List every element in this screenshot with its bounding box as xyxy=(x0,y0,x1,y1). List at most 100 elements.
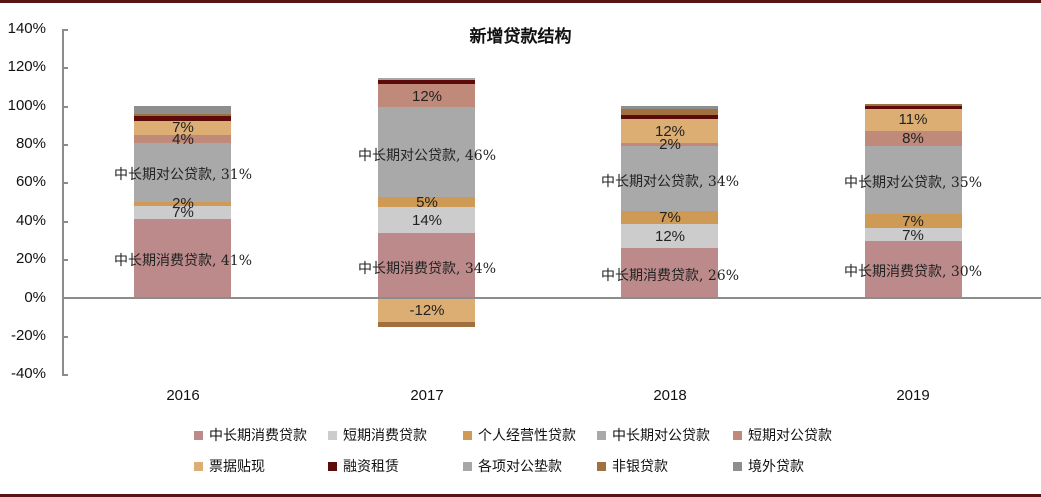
data-label: 中长期消费贷款, 41% xyxy=(113,253,253,269)
bar-segment-short-corporate xyxy=(134,135,231,143)
bar-segment-short-consumer xyxy=(865,228,962,241)
legend-label: 短期对公贷款 xyxy=(748,428,832,444)
legend-swatch xyxy=(194,430,203,440)
y-axis xyxy=(62,29,64,376)
bar-segment-mid-long-consumer xyxy=(378,233,475,298)
legend-swatch xyxy=(597,461,606,471)
data-label: 7% xyxy=(902,227,924,244)
top-border xyxy=(0,0,1041,3)
data-label: 7% xyxy=(172,119,194,136)
data-label: 11% xyxy=(898,111,928,128)
data-label: 12% xyxy=(654,228,686,245)
bar-segment-bill-discount xyxy=(865,109,962,131)
y-tick xyxy=(62,29,68,31)
y-tick-label: 20% xyxy=(15,250,46,267)
legend-label: 中长期消费贷款 xyxy=(209,428,307,444)
data-label: 8% xyxy=(902,130,924,147)
x-tick-label: 2017 xyxy=(410,387,444,404)
data-label: 2% xyxy=(659,136,681,153)
y-tick-label: 140% xyxy=(7,20,46,37)
bar-segment-overseas xyxy=(134,106,231,114)
data-label: 7% xyxy=(659,209,681,226)
legend-label: 中长期对公贷款 xyxy=(612,428,710,444)
y-tick-label: 80% xyxy=(15,135,46,152)
zero-baseline xyxy=(62,297,1041,299)
y-tick xyxy=(62,144,68,146)
data-label: 7% xyxy=(902,213,924,230)
data-label: 5% xyxy=(416,194,438,211)
legend-item: 中长期消费贷款 xyxy=(194,425,307,445)
legend-label: 各项对公垫款 xyxy=(478,459,562,475)
y-tick-label: 100% xyxy=(7,97,46,114)
legend-item: 个人经营性贷款 xyxy=(463,425,576,445)
bar-segment-short-corporate xyxy=(621,143,718,146)
bar-segment-short-consumer xyxy=(621,224,718,248)
legend-swatch xyxy=(463,430,472,440)
data-label: 中长期对公贷款, 31% xyxy=(113,167,253,183)
bar-segment-personal-business xyxy=(134,202,231,206)
data-label: -12% xyxy=(409,302,445,319)
data-label: 中长期对公贷款, 46% xyxy=(357,148,497,164)
y-tick-label: 60% xyxy=(15,173,46,190)
y-tick xyxy=(62,106,68,108)
y-tick xyxy=(62,259,68,261)
bar-segment-financial-leasing xyxy=(378,80,475,84)
data-label: 12% xyxy=(654,123,686,140)
bar-segment-short-corporate xyxy=(865,131,962,146)
legend-item: 中长期对公贷款 xyxy=(597,425,710,445)
data-label: 中长期消费贷款, 34% xyxy=(357,261,497,277)
bar-segment-mid-long-corporate xyxy=(378,107,475,197)
y-tick xyxy=(62,67,68,69)
legend-label: 个人经营性贷款 xyxy=(478,428,576,444)
legend-swatch xyxy=(328,430,337,440)
bottom-border xyxy=(0,494,1041,497)
legend-swatch xyxy=(597,430,606,440)
bar-segment-financial-leasing xyxy=(865,106,962,109)
bar-segment-nonbank xyxy=(134,114,231,116)
x-tick-label: 2018 xyxy=(653,387,687,404)
bar-segment-personal-business xyxy=(621,211,718,224)
legend-item: 境外贷款 xyxy=(733,456,804,476)
legend-swatch xyxy=(463,461,472,471)
y-tick xyxy=(62,336,68,338)
data-label: 中长期对公贷款, 34% xyxy=(600,174,740,190)
legend-swatch xyxy=(733,430,742,440)
bar-segment-mid-long-corporate xyxy=(621,146,718,211)
data-label: 中长期消费贷款, 30% xyxy=(843,264,983,280)
legend-item: 票据贴现 xyxy=(194,456,265,476)
bar-segment-personal-business xyxy=(865,214,962,228)
data-label: 7% xyxy=(172,204,194,221)
data-label: 14% xyxy=(411,212,443,229)
legend-label: 票据贴现 xyxy=(209,459,265,475)
legend-swatch xyxy=(733,461,742,471)
y-tick-label: 40% xyxy=(15,212,46,229)
legend-item: 短期消费贷款 xyxy=(328,425,427,445)
y-tick-label: 120% xyxy=(7,58,46,75)
bar-segment-bill-discount xyxy=(134,121,231,135)
bar-segment-mid-long-consumer xyxy=(134,219,231,298)
x-tick-label: 2016 xyxy=(166,387,200,404)
bar-segment-short-consumer xyxy=(378,207,475,233)
legend-label: 非银贷款 xyxy=(612,459,668,475)
legend-item: 短期对公贷款 xyxy=(733,425,832,445)
bar-segment-nonbank xyxy=(865,104,962,106)
bar-segment-mid-long-consumer xyxy=(621,248,718,298)
bar-segment-nonbank xyxy=(621,109,718,115)
data-label: 4% xyxy=(172,131,194,148)
bar-segment-nonbank xyxy=(378,322,475,327)
bar-segment-personal-business xyxy=(378,197,475,207)
legend-item: 非银贷款 xyxy=(597,456,668,476)
x-tick-label: 2019 xyxy=(896,387,930,404)
data-label: 2% xyxy=(172,195,194,212)
chart-title: 新增贷款结构 xyxy=(469,27,572,47)
bar-segment-financial-leasing xyxy=(134,116,231,121)
legend-label: 短期消费贷款 xyxy=(343,428,427,444)
legend: 中长期消费贷款 短期消费贷款 个人经营性贷款 中长期对公贷款 短期对公贷款 票据… xyxy=(0,425,1041,485)
data-label: 12% xyxy=(411,88,443,105)
bar-segment-financial-leasing xyxy=(621,115,718,119)
bar-segment-short-corporate xyxy=(378,84,475,107)
bar-segment-short-consumer xyxy=(134,206,231,219)
legend-label: 融资租赁 xyxy=(343,459,399,475)
legend-item: 各项对公垫款 xyxy=(463,456,562,476)
bar-segment-mid-long-consumer xyxy=(865,241,962,298)
